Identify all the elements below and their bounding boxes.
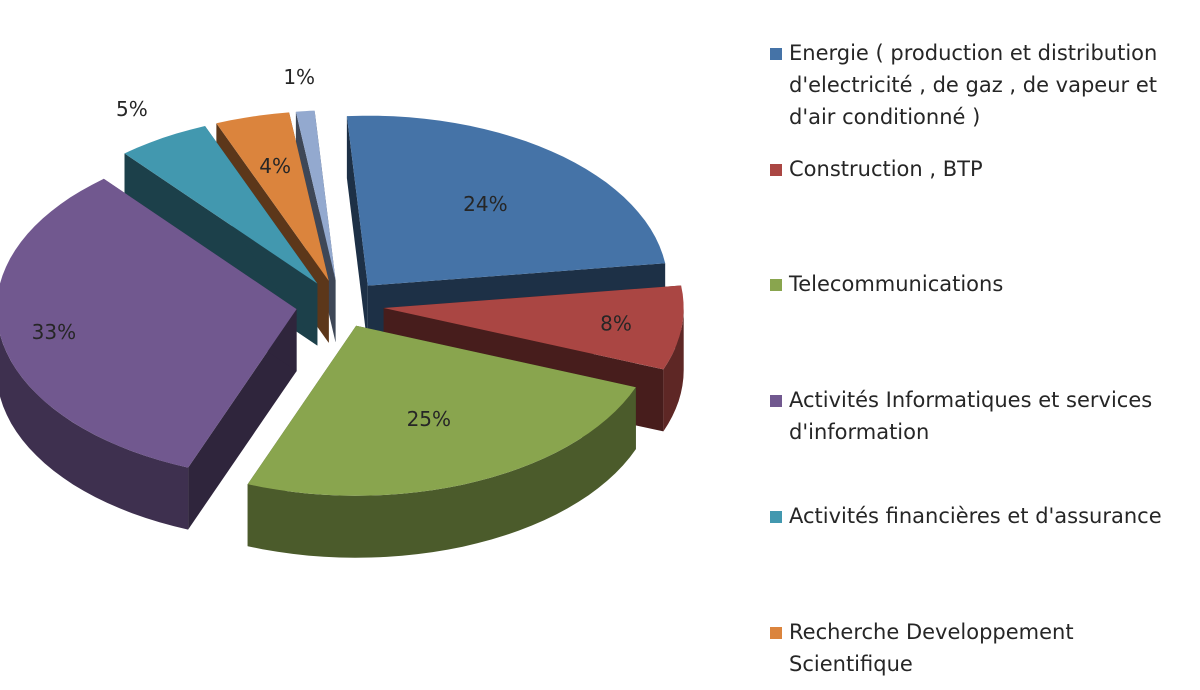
pie-wall-energie-0 [346, 116, 368, 348]
legend-label-informatique: Activités Informatiques et services d'in… [789, 388, 1153, 444]
slice-label-energie: 24% [463, 192, 507, 216]
legend-label-construction: Construction , BTP [789, 157, 983, 181]
pie-top-telecommunications [247, 325, 636, 496]
slice-label-construction: 8% [600, 312, 632, 336]
pie-top-finance [124, 126, 318, 284]
legend-label-energie: Energie ( production et distribution d'e… [789, 41, 1158, 129]
pie-side-informatique-0 [0, 334, 189, 530]
pie-side-telecommunications-0 [247, 387, 636, 558]
legend-label-finance: Activités financières et d'assurance [789, 504, 1162, 528]
pie-slice-telecommunications [247, 325, 636, 558]
pie-top-energie [346, 115, 666, 286]
chart-legend: Energie ( production et distribution d'e… [765, 0, 1195, 690]
pie-top-recherche [216, 112, 329, 281]
legend-swatch-telecommunications [770, 279, 782, 291]
pie-side-construction-0 [663, 308, 684, 432]
pie-wall-informatique-0 [188, 309, 297, 530]
pie-top-informatique [0, 178, 297, 468]
legend-swatch-recherche [770, 627, 782, 639]
legend-swatch-construction [770, 164, 782, 176]
slice-label-telecommunications: 25% [407, 407, 451, 431]
slice-label-finance: 5% [116, 97, 148, 121]
legend-swatch-informatique [770, 395, 782, 407]
pie-chart: 24% 8% 25% 33% 5% 4% 1% [0, 65, 684, 558]
slice-label-autre: 1% [283, 65, 315, 89]
pie-svg: 24% 8% 25% 33% 5% 4% 1% [0, 65, 684, 558]
pie-top-construction [383, 285, 684, 370]
slice-label-recherche: 4% [259, 154, 291, 178]
pie-slice-informatique [0, 178, 297, 530]
legend-label-recherche: Recherche Developpement Scientifique [789, 620, 1074, 676]
legend-swatch-finance [770, 511, 782, 523]
pie-top-autre [295, 110, 336, 281]
legend-swatch-energie [770, 48, 782, 60]
legend-label-telecommunications: Telecommunications [789, 272, 1004, 296]
slice-label-informatique: 33% [32, 320, 76, 344]
